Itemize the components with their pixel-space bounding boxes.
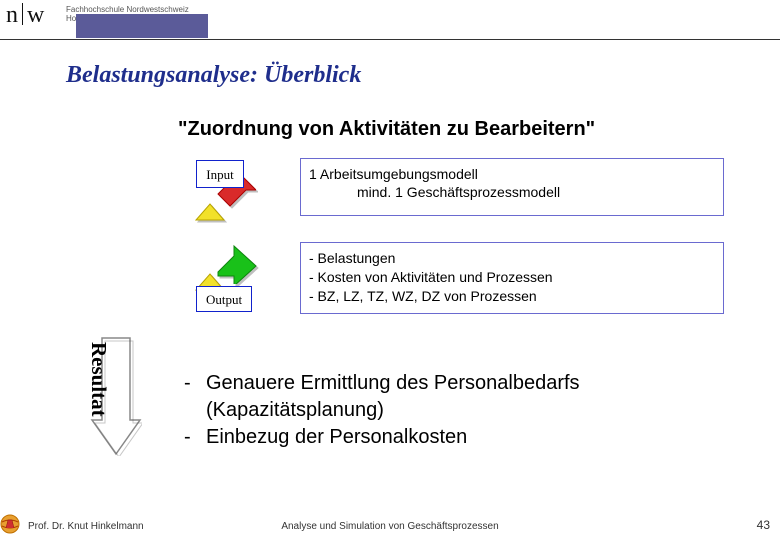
result-list: -Genauere Ermittlung des Personalbedarfs… <box>184 370 580 451</box>
slide-subtitle: "Zuordnung von Aktivitäten zu Bearbeiter… <box>178 118 595 141</box>
yellow-triangle-icon <box>192 202 228 224</box>
result-line1: Genauere Ermittlung des Personalbedarfs <box>206 372 580 394</box>
footer-author: Prof. Dr. Knut Hinkelmann <box>28 521 144 532</box>
list-item: -Genauere Ermittlung des Personalbedarfs <box>184 370 580 397</box>
header-bar: nw Fachhochschule Nordwestschweiz Hochsc… <box>0 0 780 40</box>
list-item: -Einbezug der Personalkosten <box>184 424 580 451</box>
input-label-box: Input <box>196 160 244 188</box>
output-desc-line3: - BZ, LZ, TZ, WZ, DZ von Prozessen <box>309 287 715 306</box>
output-desc-line2: - Kosten von Aktivitäten und Prozessen <box>309 268 715 287</box>
result-line2: (Kapazitätsplanung) <box>184 397 580 424</box>
footer-globe-icon <box>0 512 22 536</box>
result-line3: Einbezug der Personalkosten <box>206 426 467 448</box>
output-desc-line1: - Belastungen <box>309 249 715 268</box>
logo-w: w <box>27 2 44 28</box>
input-description-box: 1 Arbeitsumgebungsmodell mind. 1 Geschäf… <box>300 158 724 216</box>
logo: nw <box>6 2 44 29</box>
output-description-box: - Belastungen - Kosten von Aktivitäten u… <box>300 242 724 314</box>
footer-center: Analyse und Simulation von Geschäftsproz… <box>281 521 498 532</box>
input-desc-line2: mind. 1 Geschäftsprozessmodell <box>309 183 715 201</box>
logo-n: n <box>6 2 18 28</box>
logo-divider <box>22 3 23 25</box>
header-accent-block <box>76 14 208 38</box>
slide-title: Belastungsanalyse: Überblick <box>66 62 361 89</box>
page-number: 43 <box>757 518 770 532</box>
footer: Prof. Dr. Knut Hinkelmann Analyse und Si… <box>0 512 780 532</box>
output-label-box: Output <box>196 286 252 312</box>
resultat-label: Resultat <box>86 342 111 417</box>
input-desc-line1: 1 Arbeitsumgebungsmodell <box>309 165 715 183</box>
